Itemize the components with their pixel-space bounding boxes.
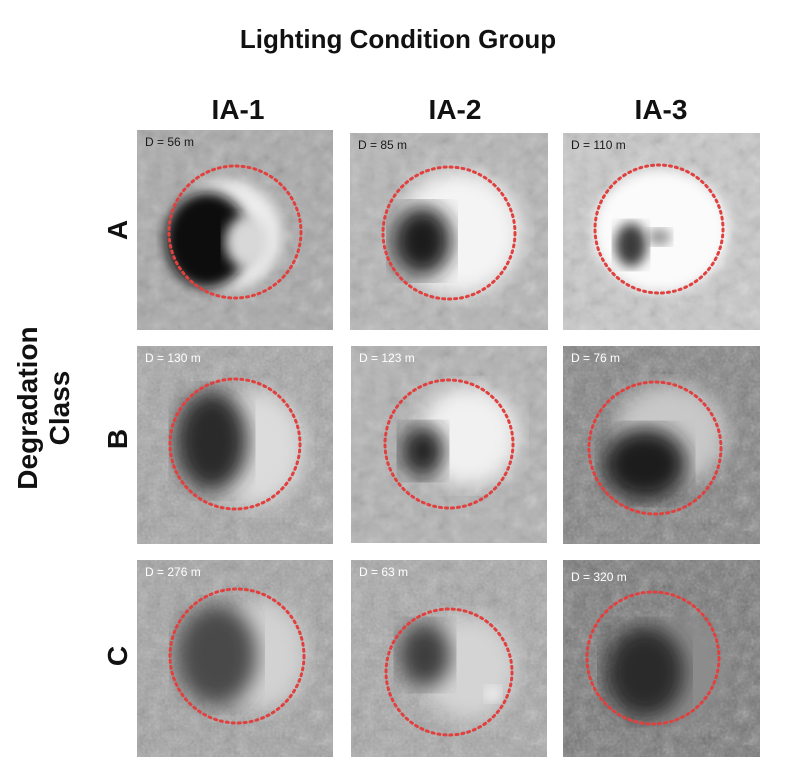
crater-tile: D = 123 m bbox=[351, 346, 547, 543]
crater-diameter-label: D = 123 m bbox=[359, 351, 415, 365]
crater-diameter-label: D = 276 m bbox=[145, 565, 201, 579]
column-label-ia-3: IA-3 bbox=[634, 94, 688, 125]
crater-diameter-label: D = 76 m bbox=[571, 351, 621, 365]
crater-diameter-label: D = 320 m bbox=[571, 570, 627, 584]
crater-diameter-label: D = 56 m bbox=[145, 135, 195, 149]
column-label-ia-1: IA-1 bbox=[211, 94, 265, 125]
crater-tile: D = 320 m bbox=[563, 560, 760, 757]
crater-tile: D = 56 m bbox=[137, 130, 333, 330]
crater-diameter-label: D = 85 m bbox=[358, 138, 408, 152]
crater-tile: D = 76 m bbox=[563, 346, 760, 544]
crater-diameter-label: D = 63 m bbox=[359, 565, 409, 579]
crater-tile: D = 276 m bbox=[137, 560, 333, 757]
row-label-c: C bbox=[102, 645, 133, 667]
column-label-ia-2: IA-2 bbox=[428, 94, 482, 125]
crater-diameter-label: D = 110 m bbox=[571, 138, 626, 152]
crater-tile: D = 130 m bbox=[137, 346, 333, 544]
figure-title: Lighting Condition Group bbox=[239, 24, 557, 54]
row-label-a: A bbox=[102, 219, 133, 241]
crater-tile: D = 85 m bbox=[350, 133, 548, 330]
row-label-b: B bbox=[102, 428, 133, 450]
crater-tile: D = 110 m bbox=[563, 133, 760, 330]
crater-diameter-label: D = 130 m bbox=[145, 351, 201, 365]
crater-tile: D = 63 m bbox=[351, 560, 547, 757]
y-axis-title: Degradation Class bbox=[12, 326, 75, 490]
